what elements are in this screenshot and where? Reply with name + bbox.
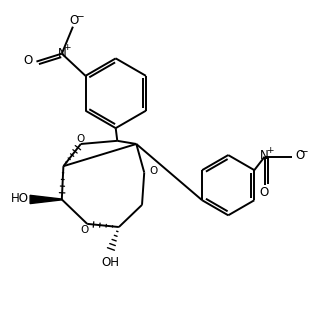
Text: −: − [300,147,309,157]
Text: O: O [149,166,157,176]
Text: O: O [76,134,84,144]
Text: +: + [266,146,274,155]
Text: −: − [75,11,84,22]
Text: OH: OH [101,256,119,269]
Text: O: O [259,186,268,199]
Text: +: + [63,43,71,52]
Polygon shape [30,195,62,203]
Text: N: N [260,149,269,162]
Text: N: N [57,47,66,60]
Text: O: O [70,14,79,27]
Text: HO: HO [11,192,29,205]
Text: O: O [23,54,32,67]
Text: O: O [80,225,88,235]
Text: O: O [295,149,304,162]
